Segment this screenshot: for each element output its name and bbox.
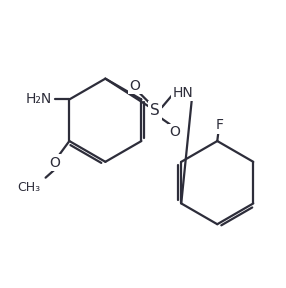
Text: HN: HN — [172, 86, 193, 100]
Text: O: O — [169, 125, 180, 139]
Text: H₂N: H₂N — [25, 92, 51, 107]
Text: CH₃: CH₃ — [17, 181, 41, 194]
Text: F: F — [215, 118, 223, 132]
Text: O: O — [130, 79, 140, 92]
Text: O: O — [49, 156, 60, 170]
Text: S: S — [150, 103, 160, 118]
